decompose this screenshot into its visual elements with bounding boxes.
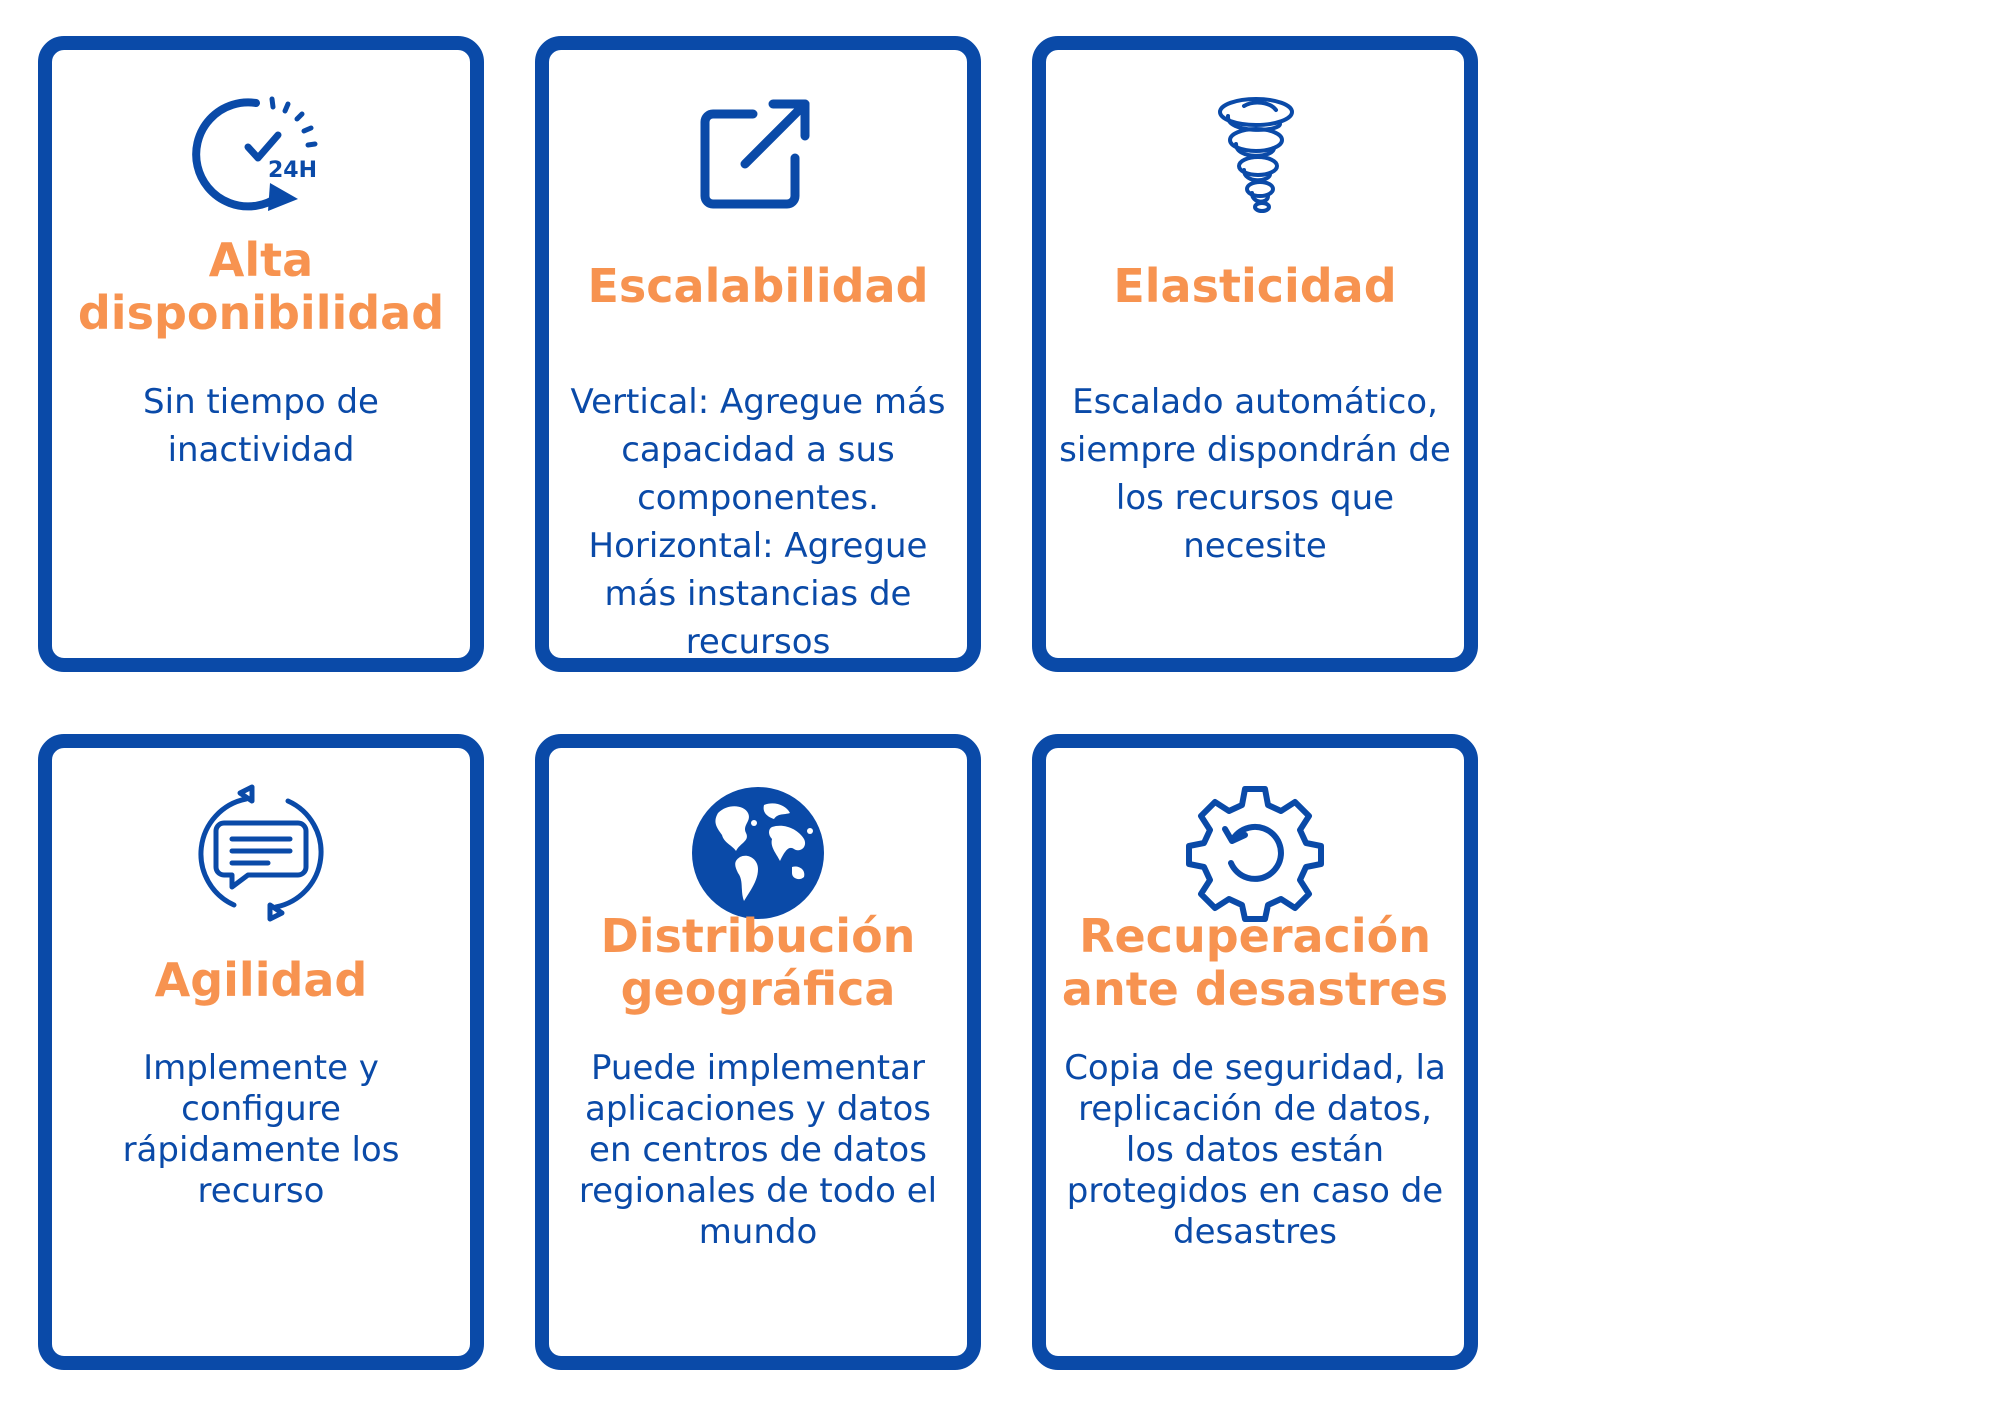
card-title: Elasticidad [1113,259,1397,313]
svg-text:24H: 24H [268,158,317,183]
card-description: Sin tiempo de inactividad [143,382,379,470]
card-title: Recuperación ante desastres [1061,909,1449,1016]
card-description: Copia de seguridad, la replicación de da… [1064,1048,1446,1252]
external-link-icon [678,80,838,230]
chat-refresh-icon [181,778,341,928]
gear-refresh-icon [1175,778,1335,928]
card-description: Implemente y configure rápidamente los r… [122,1048,400,1211]
card-title: Agilidad [154,953,368,1007]
card-alta-disponibilidad: 24H Alta disponibilidad Sin tiempo de in… [38,36,484,672]
card-escalabilidad: Escalabilidad Vertical: Agregue más capa… [535,36,981,672]
card-recuperacion-ante-desastres: Recuperación ante desastres Copia de seg… [1032,734,1478,1370]
card-title: Distribución geográfica [600,909,916,1016]
clock-24h-icon: 24H [181,80,341,230]
card-description: Vertical: Agregue más capacidad a sus co… [570,382,946,662]
tornado-icon [1175,80,1335,230]
card-agilidad: Agilidad Implemente y configure rápidame… [38,734,484,1370]
card-title: Alta disponibilidad [77,233,445,340]
card-description: Puede implementar aplicaciones y datos e… [578,1048,938,1252]
card-title: Escalabilidad [587,259,929,313]
globe-icon [678,778,838,928]
card-elasticidad: Elasticidad Escalado automático, siempre… [1032,36,1478,672]
card-description: Escalado automático, siempre dispondrán … [1059,382,1451,566]
card-distribucion-geografica: Distribución geográfica Puede implementa… [535,734,981,1370]
